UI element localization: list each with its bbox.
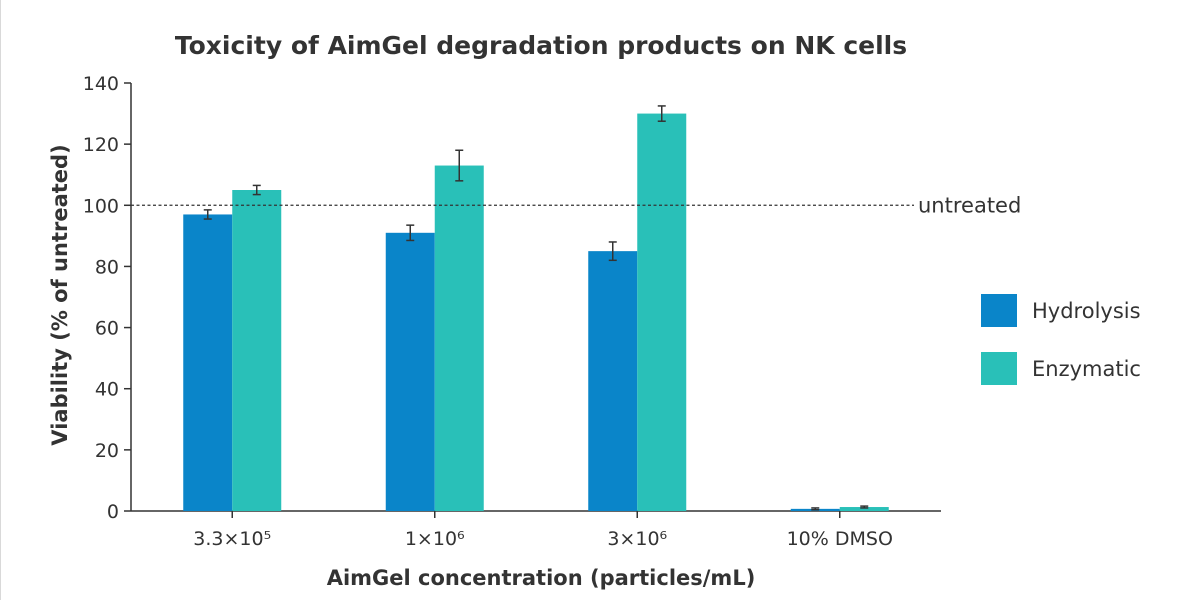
- error-bar-hydrolysis-1: [406, 224, 415, 242]
- legend-swatch-enzymatic: [981, 352, 1017, 385]
- reference-line-label: untreated: [918, 193, 1021, 217]
- error-bar-hydrolysis-2: [608, 241, 617, 262]
- y-tick-label-7: 140: [83, 73, 119, 95]
- y-tick-label-4: 80: [95, 256, 119, 278]
- legend-swatch-hydrolysis: [981, 294, 1017, 327]
- y-tick-label-2: 40: [95, 379, 119, 401]
- legend-label-enzymatic: Enzymatic: [1032, 357, 1141, 381]
- x-tick-label-0: 3.3×10⁵: [193, 528, 271, 550]
- y-tick-label-3: 60: [95, 318, 119, 340]
- legend: Hydrolysis Enzymatic: [981, 294, 1141, 385]
- x-axis-label: AimGel concentration (particles/mL): [327, 566, 756, 590]
- bar-hydrolysis-0: [183, 214, 233, 511]
- x-tick-label-2: 3×10⁶: [607, 528, 667, 550]
- bar-enzymatic-1: [434, 165, 484, 512]
- y-tick-label-1: 20: [95, 440, 119, 462]
- bar-hydrolysis-1: [385, 232, 435, 512]
- error-bar-enzymatic-0: [252, 184, 261, 196]
- plot-area: 0 20 40 60 80 100 120 140 3.3×10⁵ 1×10⁶ 3×10⁶ 10% D…: [83, 73, 1022, 550]
- bar-enzymatic-2: [637, 113, 687, 512]
- legend-label-hydrolysis: Hydrolysis: [1032, 299, 1141, 323]
- bar-hydrolysis-2: [588, 251, 638, 511]
- x-tick-label-3: 10% DMSO: [787, 528, 893, 550]
- x-tick-label-1: 1×10⁶: [405, 528, 465, 550]
- y-axis-label: Viability (% of untreated): [48, 144, 72, 445]
- error-bar-enzymatic-1: [455, 149, 464, 182]
- error-bar-enzymatic-2: [657, 105, 666, 122]
- bar-enzymatic-0: [232, 190, 282, 511]
- chart-title: Toxicity of AimGel degradation products …: [175, 31, 907, 60]
- y-tick-label-0: 0: [107, 501, 119, 523]
- error-bar-hydrolysis-3: [811, 507, 820, 511]
- bar-enzymatic-3: [839, 507, 889, 511]
- y-axis-label-group: Viability (% of untreated): [48, 144, 72, 445]
- y-tick-label-5: 100: [83, 195, 119, 217]
- y-tick-label-6: 120: [83, 134, 119, 156]
- error-bar-hydrolysis-0: [203, 209, 212, 220]
- error-bar-enzymatic-3: [860, 505, 869, 509]
